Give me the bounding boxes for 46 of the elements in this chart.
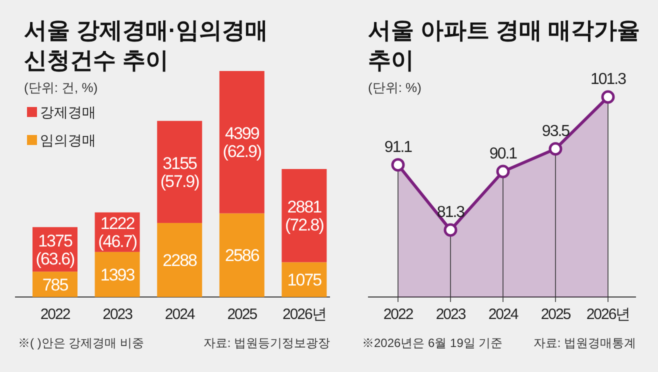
bar <box>157 222 202 297</box>
bar <box>282 169 327 262</box>
chart-subtitle: (단위: %) <box>368 80 422 95</box>
data-label: 1393 <box>100 265 135 284</box>
chart-title: 서울 강제경매·임의경매 신청건수 추이 <box>24 17 268 73</box>
data-label: 1375 (63.6) <box>36 231 75 268</box>
data-label: 2586 <box>224 246 260 266</box>
x-tick-label: 2024 <box>164 306 195 323</box>
point <box>391 158 405 172</box>
data-label: 785 <box>42 275 68 294</box>
x-tick-label: 2026년 <box>586 306 630 323</box>
data-label: 90.1 <box>489 145 518 162</box>
x-tick-label: 2025 <box>540 306 571 323</box>
bar <box>157 120 202 223</box>
bar <box>219 213 264 297</box>
x-tick-label: 2023 <box>436 306 466 323</box>
point <box>601 90 615 104</box>
x-tick-label: 2023 <box>102 306 133 323</box>
text: (단위: 건, %) <box>24 80 98 95</box>
bar <box>94 252 140 297</box>
x-tick-label: 2025 <box>227 306 258 323</box>
text: 자료: 법원등기정보광장 <box>203 336 330 350</box>
data-label: 93.5 <box>542 122 570 140</box>
legend-label: 임의경매 <box>40 132 96 148</box>
chart-title: 서울 아파트 경매 매각가율 추이 <box>368 17 640 73</box>
annotation: 자료: 법원경매통계 <box>533 336 636 350</box>
data-label: 1222 (46.7) <box>98 214 137 252</box>
point <box>496 164 510 178</box>
annotation: ※2026년은 6월 19일 기준 <box>362 336 503 350</box>
text: ※( )안은 강제경매 비중 <box>18 336 144 350</box>
x-tick-label: 2024 <box>488 306 518 323</box>
data-label: 1075 <box>287 270 322 290</box>
x-tick-label: 2022 <box>40 306 70 323</box>
data-label: 101.3 <box>590 71 627 88</box>
bar <box>219 71 264 214</box>
legend-label: 강제경매 <box>40 104 96 120</box>
data-label: 2881 (72.8) <box>284 198 324 235</box>
x-tick-label: 2026년 <box>282 306 326 323</box>
data-label: 91.1 <box>384 138 413 156</box>
point <box>548 142 562 156</box>
data-label: 2288 <box>162 250 198 270</box>
x-tick-label: 2022 <box>383 306 414 323</box>
point <box>444 223 458 237</box>
data-label: 4399 (62.9) <box>222 124 262 162</box>
data-label: 81.3 <box>436 204 466 221</box>
data-label: 3155 (57.9) <box>160 154 200 191</box>
